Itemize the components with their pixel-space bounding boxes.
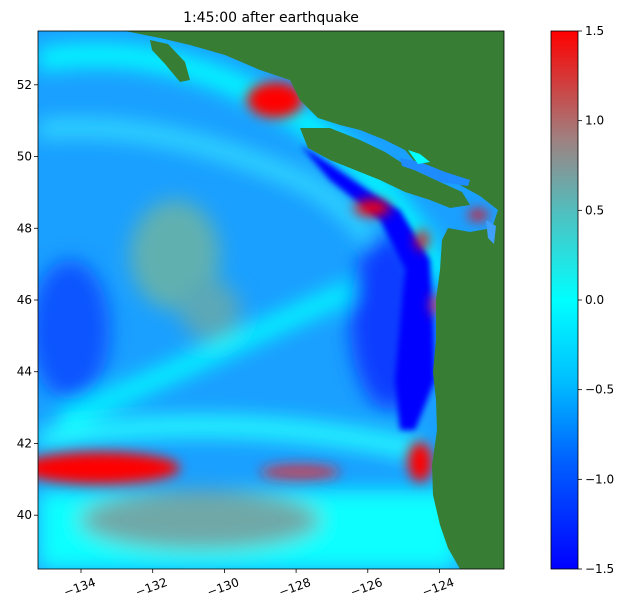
- colorbar-tick-label: −0.5: [585, 383, 614, 397]
- teal-patch-center-2: [180, 280, 240, 340]
- colorbar-tick-label: 0.0: [585, 293, 604, 307]
- colorbar-tick-label: 1.5: [585, 24, 604, 38]
- colorbar-ticks: −1.5 −1.0 −0.5 0.0 0.5 1.0 1.5: [578, 24, 614, 576]
- coastal-blue-strip: [300, 145, 435, 430]
- y-tick-label: 40: [17, 508, 32, 522]
- map-area: [38, 31, 504, 569]
- land-vancouver-island: [300, 128, 470, 208]
- colorbar-tick-label: −1.0: [585, 472, 614, 486]
- y-tick-label: 50: [17, 150, 32, 164]
- y-tick-label: 52: [17, 78, 32, 92]
- inland-water-3: [486, 220, 496, 244]
- teal-patch-center: [130, 200, 220, 310]
- land-haida-gwaii: [150, 40, 190, 82]
- x-tick-label: −128: [277, 575, 313, 599]
- colorbar: [550, 30, 579, 570]
- inland-water: [400, 158, 470, 186]
- wavefront-south: [38, 416, 423, 460]
- x-tick-label: −130: [205, 575, 241, 599]
- deep-blue-west: [38, 260, 110, 400]
- y-tick-label: 42: [17, 436, 32, 450]
- colorbar-tick-label: −1.5: [585, 562, 614, 576]
- y-tick-label: 44: [17, 365, 32, 379]
- wavefront-mid: [38, 120, 398, 274]
- red-patch-north: [247, 82, 303, 118]
- y-tick-label: 48: [17, 221, 32, 235]
- red-patch-vancouver: [354, 200, 390, 216]
- colorbar-tick-label: 1.0: [585, 114, 604, 128]
- x-tick-label: −124: [420, 575, 456, 599]
- land-mainland: [125, 31, 504, 569]
- red-patch-coast: [416, 230, 428, 250]
- x-tick-label: −132: [133, 575, 169, 599]
- red-patch-strait: [468, 210, 488, 220]
- red-band-south: [38, 452, 180, 484]
- inland-water-2: [408, 150, 430, 164]
- chart-title: 1:45:00 after earthquake: [183, 10, 359, 26]
- teal-south-patch: [80, 490, 320, 550]
- colorbar-tick-label: 0.5: [585, 203, 604, 217]
- x-tick-label: −134: [62, 575, 98, 599]
- red-patch-cape: [408, 442, 432, 482]
- y-tick-label: 46: [17, 293, 32, 307]
- red-band-south-2: [260, 464, 340, 480]
- x-tick-label: −126: [349, 575, 385, 599]
